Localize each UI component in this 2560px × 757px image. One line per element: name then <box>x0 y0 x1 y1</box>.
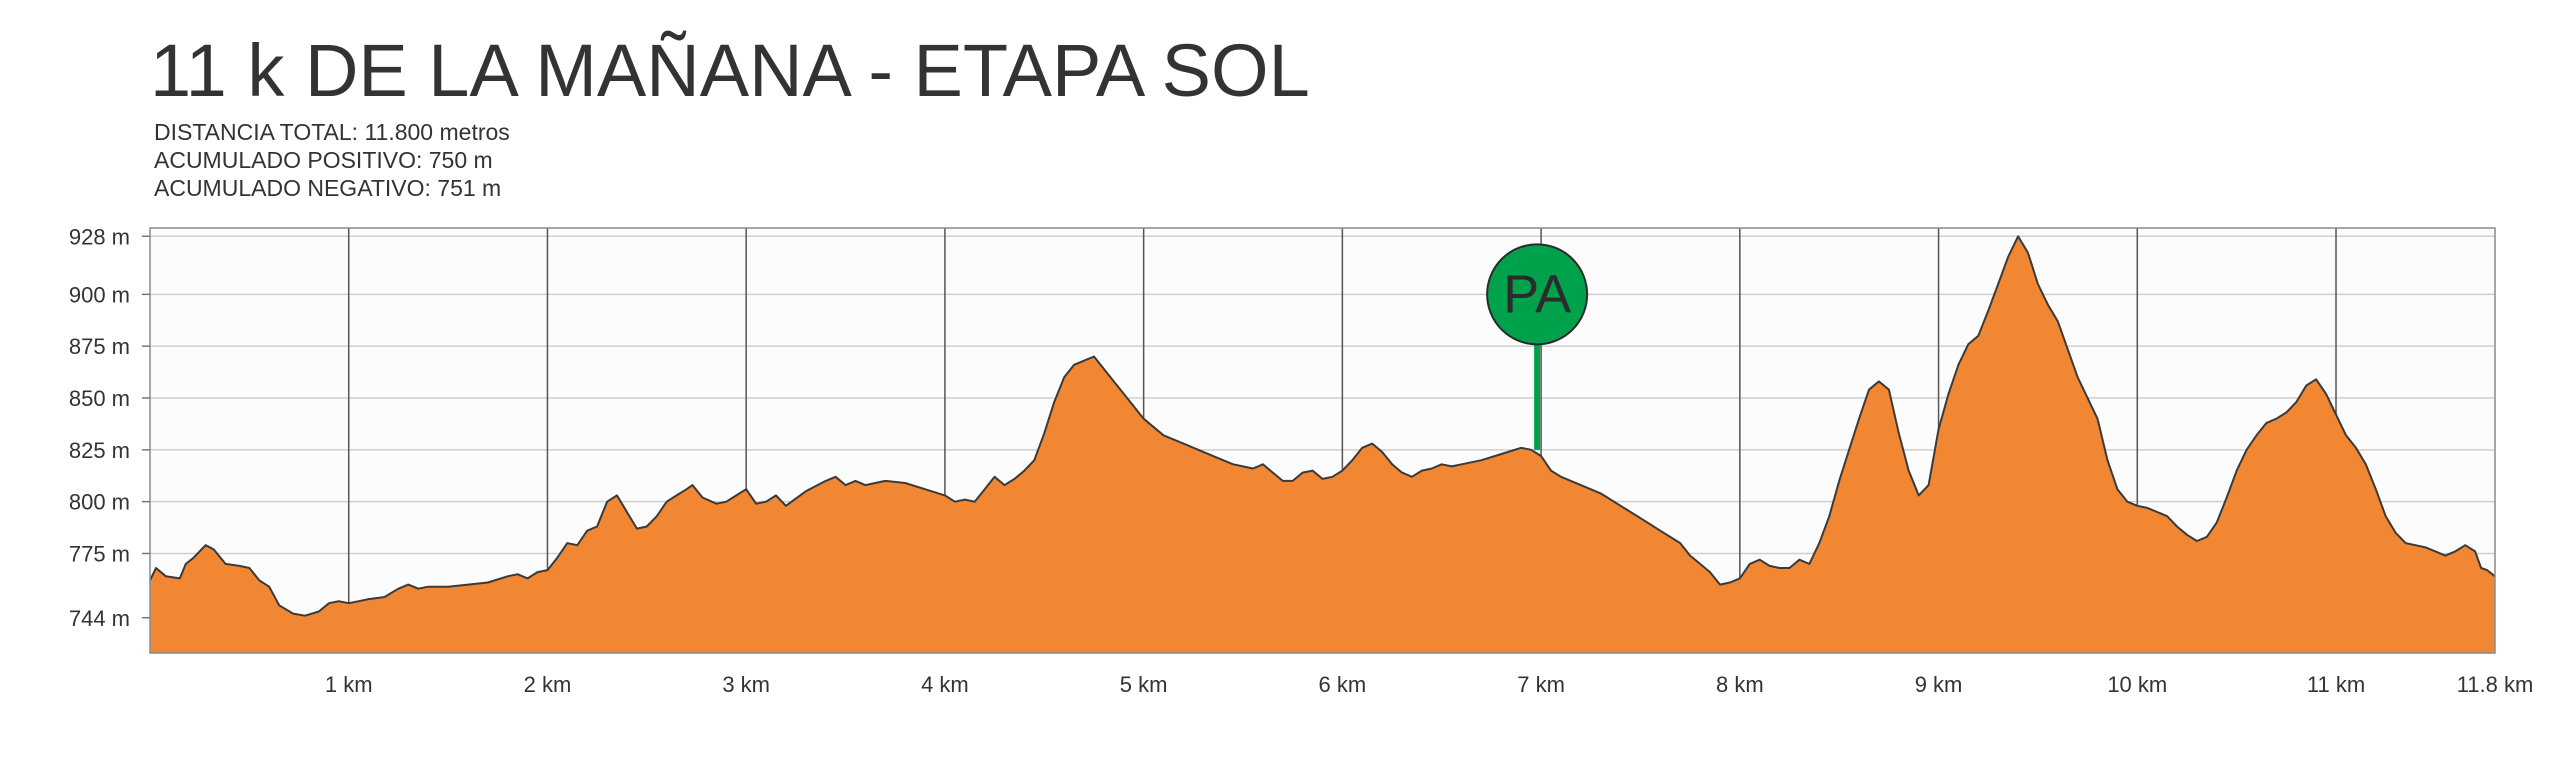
positive-ascent: ACUMULADO POSITIVO: 750 m <box>154 147 493 173</box>
total-distance: DISTANCIA TOTAL: 11.800 metros <box>154 119 510 145</box>
x-tick-label: 10 km <box>2107 672 2167 697</box>
x-tick-label: 6 km <box>1319 672 1367 697</box>
x-tick-label: 5 km <box>1120 672 1168 697</box>
elevation-area <box>150 236 2495 654</box>
elevation-outline <box>149 235 2496 617</box>
y-tick-label: 875 m <box>69 334 130 359</box>
y-tick-label: 800 m <box>69 490 130 515</box>
x-tick-label: 8 km <box>1716 672 1764 697</box>
x-tick-label: 7 km <box>1517 672 1565 697</box>
x-tick-label: 4 km <box>921 672 969 697</box>
y-tick-label: 928 m <box>69 224 130 249</box>
aid-station-label: PA <box>1503 264 1571 324</box>
y-tick-label: 850 m <box>69 386 130 411</box>
x-tick-label: 3 km <box>722 672 770 697</box>
y-tick-label: 744 m <box>69 606 130 631</box>
negative-descent: ACUMULADO NEGATIVO: 751 m <box>154 175 502 201</box>
x-tick-label: 11 km <box>2307 672 2365 697</box>
y-tick-label: 825 m <box>69 438 130 463</box>
x-tick-label: 1 km <box>325 672 373 697</box>
x-tick-label: 11.8 km <box>2457 672 2534 697</box>
x-tick-label: 9 km <box>1915 672 1963 697</box>
route-stats: DISTANCIA TOTAL: 11.800 metros ACUMULADO… <box>154 118 510 202</box>
aid-station-marker <box>1486 243 1589 346</box>
page-title: 11 k DE LA MAÑANA - ETAPA SOL <box>150 29 1310 112</box>
y-tick-label: 900 m <box>69 282 130 307</box>
plot-frame <box>149 227 2496 654</box>
y-tick-label: 775 m <box>69 541 130 566</box>
x-tick-label: 2 km <box>524 672 572 697</box>
